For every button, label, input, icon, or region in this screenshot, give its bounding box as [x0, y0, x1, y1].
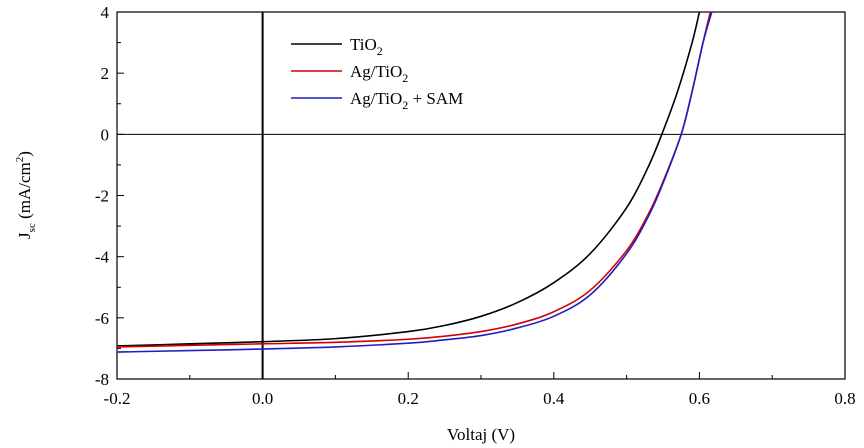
y-tick-label: -2: [95, 187, 109, 206]
y-tick-label: 0: [101, 125, 110, 144]
series-layer: [117, 12, 713, 353]
y-axis-title-close: ): [15, 151, 34, 157]
series-line-ag-tio2: [117, 12, 712, 348]
legend-label: Ag/TiO2: [350, 62, 408, 85]
y-tick-label: -4: [95, 248, 110, 267]
series-line-ag-tio2-sam: [117, 12, 713, 353]
x-tick-label: 0.4: [543, 389, 565, 408]
plot-frame: [116, 11, 846, 380]
legend-label: Ag/TiO2 + SAM: [350, 89, 463, 112]
y-axis-title-unit: (mA/cm: [15, 162, 34, 223]
y-tick-label: 4: [101, 3, 110, 22]
reference-lines: [117, 12, 845, 379]
y-axis-title-main: J: [15, 232, 34, 239]
y-tick-label: -6: [95, 309, 109, 328]
x-tick-label: -0.2: [104, 389, 131, 408]
axis-ticks: -0.2 0.0 0.2 0.4 0.6 0.8 -8 -6 -4 -2 0 2 4: [95, 3, 856, 408]
x-tick-label: 0.8: [834, 389, 855, 408]
series-line-tio2: [117, 12, 701, 347]
y-axis-title: Jsc (mA/cm2): [14, 151, 38, 239]
y-axis-title-sub: sc: [26, 223, 38, 232]
y-axis-title-sup: 2: [14, 157, 26, 163]
legend: TiO2 Ag/TiO2 Ag/TiO2 + SAM: [291, 35, 463, 112]
x-tick-label: 0.6: [689, 389, 710, 408]
legend-label: TiO2: [350, 35, 383, 58]
x-tick-label: 0.2: [398, 389, 419, 408]
x-tick-label: 0.0: [252, 389, 273, 408]
y-tick-label: 2: [101, 64, 110, 83]
y-tick-label: -8: [95, 370, 109, 389]
x-axis-title: Voltaj (V): [447, 425, 515, 444]
